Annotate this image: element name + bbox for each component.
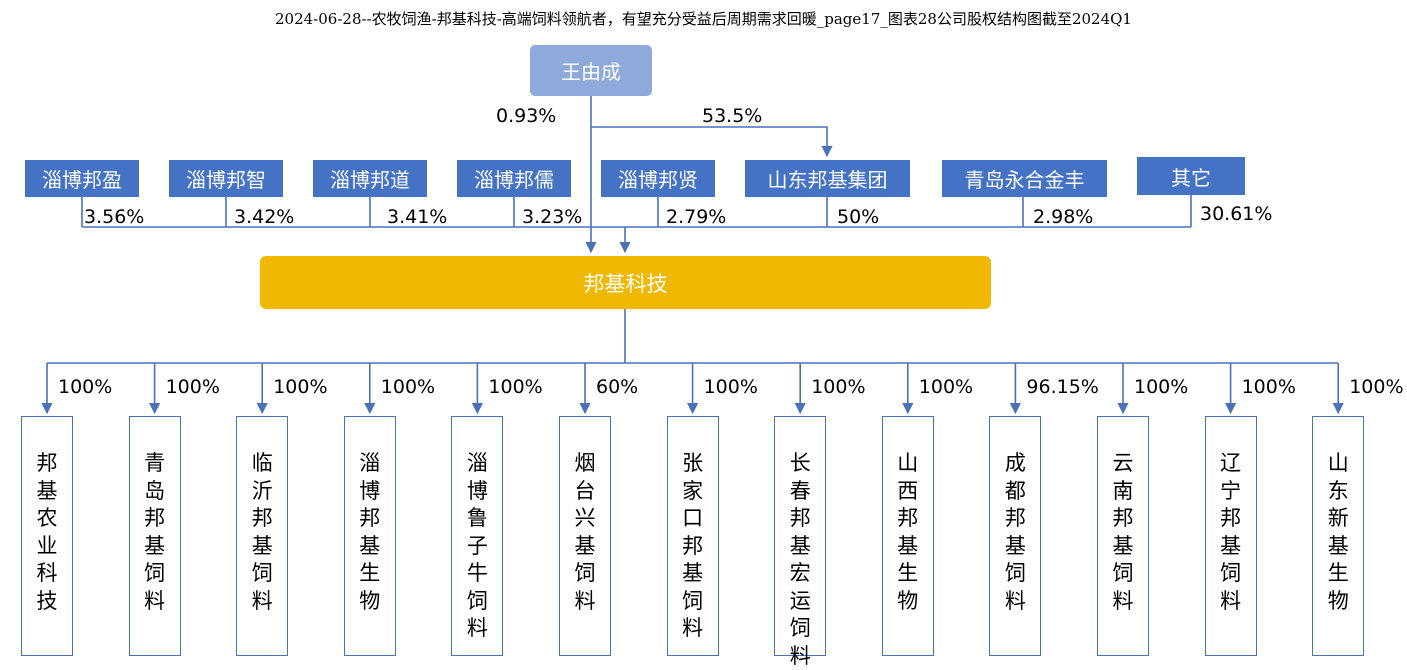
subsidiary-pct: 100% — [1349, 376, 1404, 398]
shareholder-pct: 50% — [837, 206, 880, 228]
subsidiary-pct: 100% — [488, 376, 543, 398]
subsidiary-pct: 100% — [380, 376, 436, 398]
company-name: 邦基科技 — [583, 271, 668, 296]
shareholder-node: 其它 — [1137, 157, 1245, 195]
shareholder-node: 淄博邦道 — [313, 160, 427, 197]
shareholder-name: 淄博邦儒 — [474, 168, 554, 192]
shareholder-pct: 3.56% — [84, 206, 145, 228]
subsidiary-pct: 100% — [273, 376, 328, 398]
subsidiary-name: 临沂邦基饲料 — [251, 451, 273, 613]
subsidiary-pct: 100% — [918, 376, 974, 398]
subsidiary-node: 长春邦基宏运饲料 — [774, 416, 827, 668]
shareholder-name: 山东邦基集团 — [767, 168, 888, 192]
subsidiary-name: 邦基农业科技 — [36, 451, 58, 613]
subsidiary-name: 长春邦基宏运饲料 — [789, 451, 811, 668]
subsidiary-node: 张家口邦基饲料 — [666, 416, 719, 656]
subsidiary-node: 山西邦基生物 — [881, 416, 934, 656]
subsidiary-node: 青岛邦基饲料 — [128, 416, 181, 656]
shareholder-node: 青岛永合金丰 — [942, 160, 1107, 197]
subsidiary-node: 邦基农业科技 — [21, 416, 73, 656]
subsidiary-node: 烟台兴基饲料 — [559, 416, 611, 656]
shareholder-pct: 2.79% — [666, 206, 727, 228]
shareholder-node: 淄博邦贤 — [601, 160, 715, 197]
shareholder-name: 淄博邦智 — [186, 168, 266, 192]
subsidiary-name: 辽宁邦基饲料 — [1220, 451, 1242, 613]
subsidiary-pct: 100% — [1134, 376, 1189, 398]
subsidiary-node: 淄博邦基生物 — [343, 416, 396, 656]
subsidiary-name: 成都邦基饲料 — [1004, 451, 1026, 613]
owner-group-stake: 53.5% — [702, 105, 763, 127]
shareholder-name: 淄博邦盈 — [42, 168, 122, 192]
subsidiary-name: 青岛邦基饲料 — [144, 451, 166, 613]
subsidiary-pct: 100% — [58, 376, 113, 398]
subsidiary-node: 临沂邦基饲料 — [236, 416, 289, 656]
owner-to-group-line — [591, 126, 833, 158]
subsidiary-node: 辽宁邦基饲料 — [1204, 416, 1257, 656]
subsidiary-name: 云南邦基饲料 — [1112, 451, 1134, 613]
owner-direct-stake: 0.93% — [496, 105, 557, 127]
subsidiary-pct: 100% — [703, 376, 758, 398]
subsidiary-pct: 96.15% — [1026, 376, 1099, 398]
subsidiary-name: 张家口邦基饲料 — [682, 451, 704, 640]
shareholder-pct: 3.41% — [387, 206, 448, 228]
shareholder-name: 青岛永合金丰 — [964, 168, 1085, 192]
company-node: 邦基科技 — [260, 256, 991, 309]
subsidiary-pct: 100% — [1241, 376, 1296, 398]
shareholder-node: 淄博邦智 — [169, 160, 283, 197]
shareholder-node: 山东邦基集团 — [745, 160, 910, 197]
shareholder-node: 淄博邦儒 — [457, 160, 571, 197]
owner-name: 王由成 — [561, 60, 621, 84]
shareholder-name: 淄博邦贤 — [618, 168, 698, 192]
subsidiary-name: 山东新基生物 — [1327, 451, 1349, 613]
subsidiary-name: 山西邦基生物 — [897, 451, 919, 613]
subsidiary-pct: 60% — [596, 376, 639, 398]
shareholder-name: 其它 — [1171, 165, 1211, 190]
shareholder-pct: 3.23% — [522, 206, 583, 228]
owner-node: 王由成 — [530, 45, 652, 96]
subsidiary-name: 淄博邦基生物 — [359, 451, 381, 613]
subsidiary-node: 山东新基生物 — [1312, 416, 1365, 656]
shareholder-node: 淄博邦盈 — [25, 160, 139, 197]
shareholder-pct: 30.61% — [1200, 203, 1273, 225]
shareholder-name: 淄博邦道 — [330, 168, 410, 192]
subsidiary-node: 淄博鲁子牛饲料 — [451, 416, 504, 656]
subsidiary-pct: 100% — [811, 376, 866, 398]
shareholder-pct: 3.42% — [234, 206, 295, 228]
page-title: 2024-06-28--农牧饲渔-邦基科技-高端饲料领航者，有望充分受益后周期需… — [275, 10, 1132, 28]
subsidiary-pct: 100% — [165, 376, 220, 398]
shareholder-pct: 2.98% — [1033, 206, 1094, 228]
subsidiary-node: 云南邦基饲料 — [1097, 416, 1149, 656]
subsidiary-name: 烟台兴基饲料 — [574, 451, 596, 613]
subsidiary-node: 成都邦基饲料 — [989, 416, 1042, 656]
subsidiary-name: 淄博鲁子牛饲料 — [466, 451, 488, 640]
